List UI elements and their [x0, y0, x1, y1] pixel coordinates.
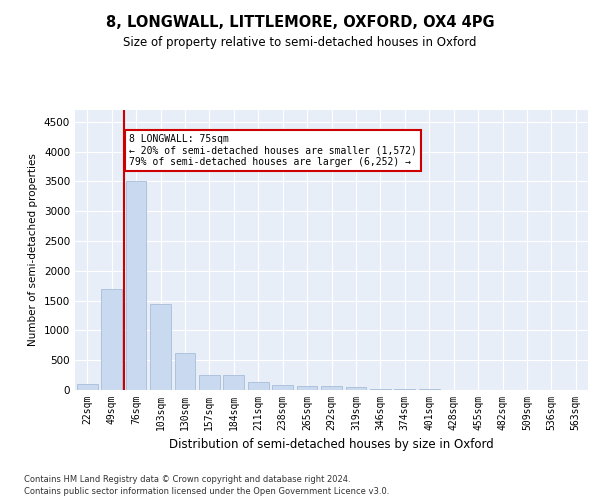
- Bar: [150, 304, 171, 390]
- Bar: [223, 375, 244, 390]
- Bar: [77, 384, 98, 390]
- Bar: [370, 389, 391, 390]
- Bar: [296, 386, 317, 390]
- Text: Size of property relative to semi-detached houses in Oxford: Size of property relative to semi-detach…: [123, 36, 477, 49]
- Bar: [199, 374, 220, 390]
- Bar: [346, 387, 367, 390]
- Bar: [272, 384, 293, 390]
- Text: Contains HM Land Registry data © Crown copyright and database right 2024.: Contains HM Land Registry data © Crown c…: [24, 474, 350, 484]
- Text: 8 LONGWALL: 75sqm
← 20% of semi-detached houses are smaller (1,572)
79% of semi-: 8 LONGWALL: 75sqm ← 20% of semi-detached…: [129, 134, 416, 167]
- Bar: [321, 386, 342, 390]
- Text: 8, LONGWALL, LITTLEMORE, OXFORD, OX4 4PG: 8, LONGWALL, LITTLEMORE, OXFORD, OX4 4PG: [106, 15, 494, 30]
- Bar: [175, 353, 196, 390]
- Bar: [101, 288, 122, 390]
- Text: Contains public sector information licensed under the Open Government Licence v3: Contains public sector information licen…: [24, 486, 389, 496]
- Bar: [125, 182, 146, 390]
- Bar: [394, 389, 415, 390]
- X-axis label: Distribution of semi-detached houses by size in Oxford: Distribution of semi-detached houses by …: [169, 438, 494, 452]
- Y-axis label: Number of semi-detached properties: Number of semi-detached properties: [28, 154, 38, 346]
- Bar: [248, 382, 269, 390]
